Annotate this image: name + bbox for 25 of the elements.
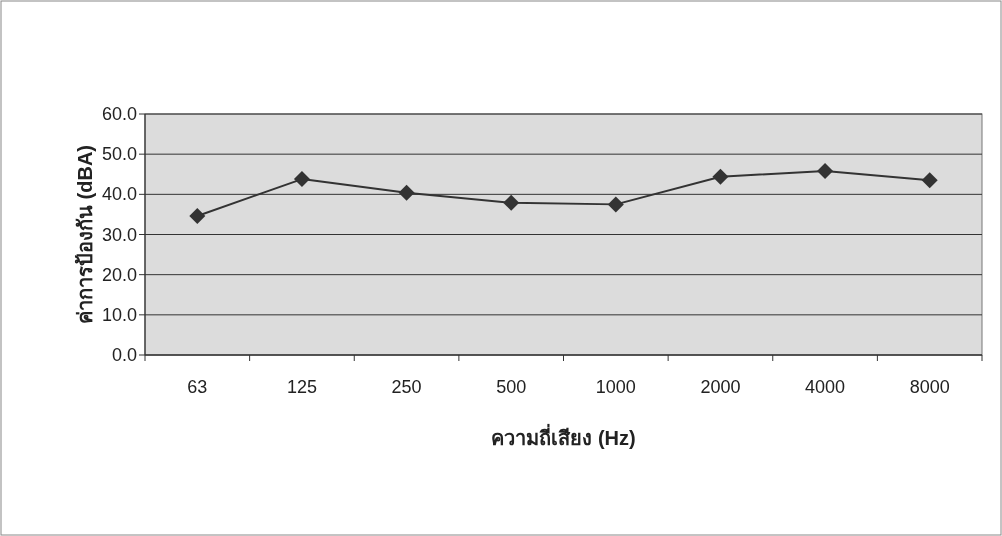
x-tick-label: 1000 xyxy=(595,377,636,397)
x-axis-title: ความถี่เสียง (Hz) xyxy=(491,423,636,449)
x-tick-label: 63 xyxy=(187,377,208,397)
y-tick-label: 60.0 xyxy=(101,104,137,124)
x-tick-label: 2000 xyxy=(700,377,741,397)
y-tick-label: 50.0 xyxy=(101,144,137,165)
x-tick-label: 250 xyxy=(391,377,422,397)
point xyxy=(712,168,729,185)
y-tick-label: 0.0 xyxy=(111,345,137,365)
point xyxy=(921,172,938,189)
point xyxy=(607,196,624,213)
point xyxy=(398,184,415,201)
point xyxy=(817,163,834,180)
point xyxy=(189,208,206,225)
x-tick-label: 4000 xyxy=(805,377,846,397)
y-tick-label: 10.0 xyxy=(101,304,137,325)
point xyxy=(503,194,520,211)
x-tick-label: 125 xyxy=(286,377,317,397)
y-tick-label: 20.0 xyxy=(101,264,137,285)
y-axis-title: ค่าการป้องกัน (dBA) xyxy=(74,145,96,324)
point xyxy=(293,171,310,188)
x-tick-label: 500 xyxy=(496,377,527,397)
x-tick-label: 8000 xyxy=(909,377,950,397)
y-tick-label: 40.0 xyxy=(101,184,137,205)
y-tick-label: 30.0 xyxy=(101,224,137,245)
